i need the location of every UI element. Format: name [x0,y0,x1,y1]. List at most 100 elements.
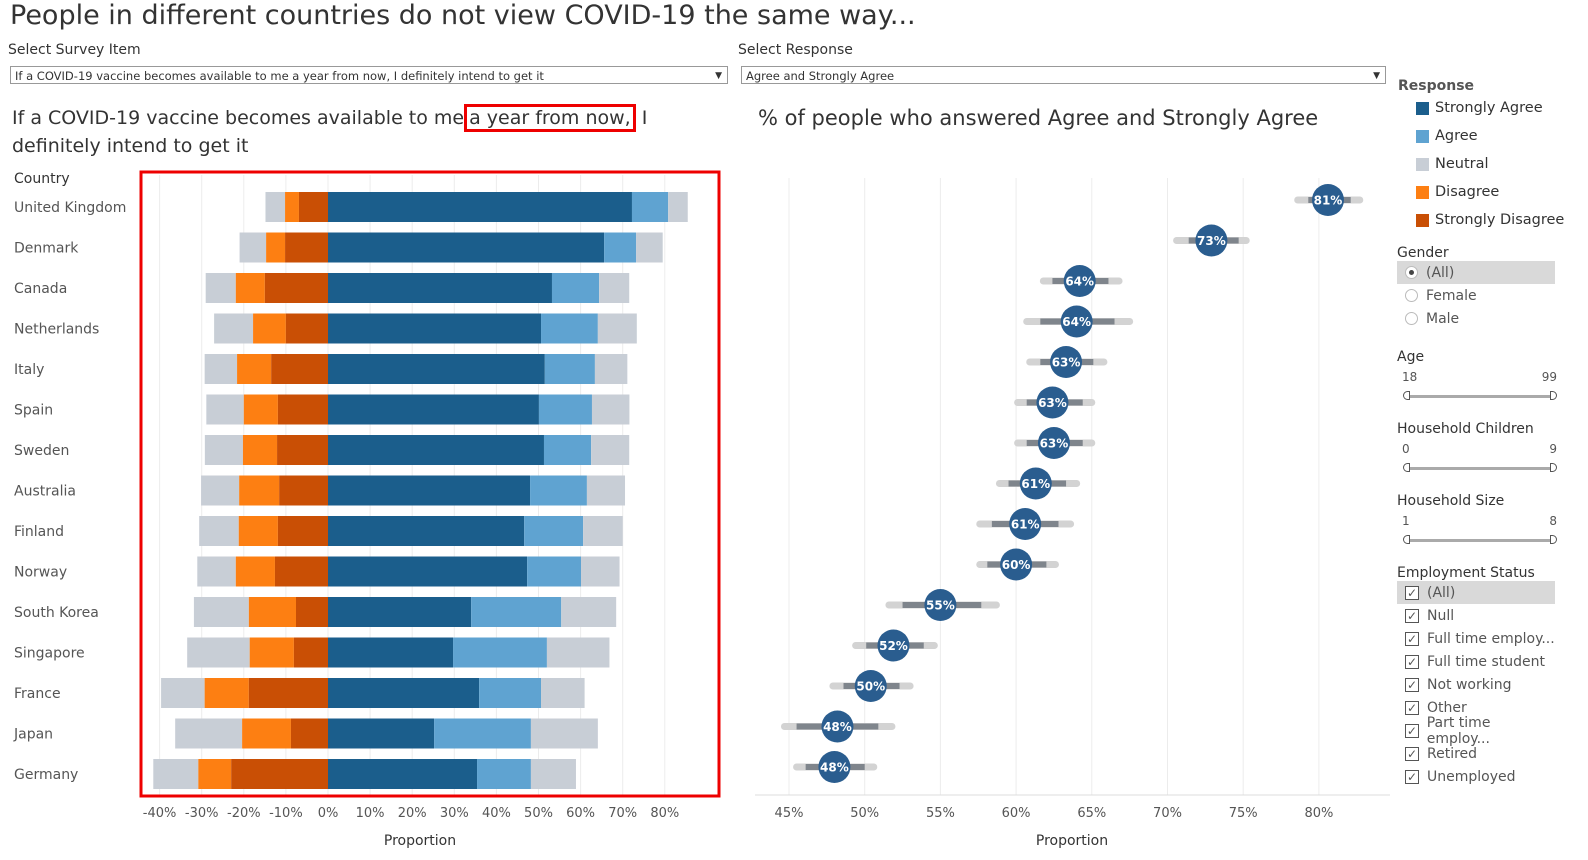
bar-segment-neutral[interactable] [161,678,205,708]
checkbox-checked-icon[interactable]: ✓ [1405,608,1419,623]
bar-segment-neutral[interactable] [175,718,243,749]
data-point[interactable] [924,589,957,621]
radio-icon[interactable] [1405,312,1418,325]
data-point[interactable] [877,629,910,662]
bar-segment-strongly-disagree[interactable] [293,637,328,668]
data-point[interactable] [1195,224,1228,257]
bar-segment-strongly-disagree[interactable] [277,516,328,546]
bar-segment-neutral[interactable] [199,516,239,546]
bar-segment-disagree[interactable] [243,394,278,425]
bar-segment-agree[interactable] [551,273,600,303]
bar-segment-agree[interactable] [434,718,531,749]
bar-segment-disagree[interactable] [249,637,294,668]
slider-min-handle[interactable] [1403,463,1410,472]
bar-segment-strongly-disagree[interactable] [271,354,328,384]
bar-segment-agree[interactable] [631,192,669,222]
bar-segment-disagree[interactable] [242,718,291,749]
bar-segment-neutral[interactable] [205,273,236,303]
legend-item[interactable]: Disagree [1398,178,1564,206]
legend-item[interactable]: Agree [1398,122,1564,150]
bar-segment-neutral[interactable] [581,556,620,587]
bar-segment-agree[interactable] [471,597,562,627]
bar-segment-neutral[interactable] [636,232,663,263]
bar-segment-neutral[interactable] [204,354,238,384]
bar-segment-neutral[interactable] [586,475,626,506]
bar-segment-neutral[interactable] [561,597,617,627]
response-dropdown[interactable]: Agree and Strongly Agree ▼ [741,66,1386,84]
employment-option[interactable]: ✓ Not working [1397,673,1555,696]
data-point[interactable] [854,670,887,702]
bar-segment-strongly-agree[interactable] [328,678,480,708]
bar-segment-neutral[interactable] [599,273,630,303]
checkbox-checked-icon[interactable]: ✓ [1405,769,1419,784]
bar-segment-disagree[interactable] [235,556,275,587]
bar-segment-neutral[interactable] [204,435,243,465]
employment-option[interactable]: ✓ Part time employ... [1397,715,1555,747]
radio-icon[interactable] [1405,289,1418,302]
slider-max-handle[interactable] [1550,391,1557,400]
bar-segment-strongly-agree[interactable] [328,354,545,384]
bar-segment-agree[interactable] [477,759,531,789]
bar-segment-neutral[interactable] [668,192,688,222]
bar-segment-strongly-disagree[interactable] [290,718,328,749]
bar-segment-strongly-agree[interactable] [328,597,472,627]
bar-segment-neutral[interactable] [187,637,250,668]
bar-segment-strongly-disagree[interactable] [277,394,328,425]
bar-segment-agree[interactable] [544,354,595,384]
gender-option[interactable]: (All) [1397,261,1555,284]
legend-item[interactable]: Strongly Agree [1398,94,1564,122]
bar-segment-disagree[interactable] [237,354,272,384]
bar-segment-neutral[interactable] [591,435,630,465]
bar-segment-agree[interactable] [543,435,592,465]
bar-segment-neutral[interactable] [530,759,576,789]
bar-segment-strongly-disagree[interactable] [277,435,328,465]
bar-segment-neutral[interactable] [597,313,637,344]
slider-max-handle[interactable] [1550,535,1557,544]
bar-segment-strongly-disagree[interactable] [298,192,328,222]
bar-segment-disagree[interactable] [248,597,297,627]
checkbox-checked-icon[interactable]: ✓ [1405,746,1419,761]
age-slider[interactable] [1403,391,1557,400]
bar-segment-agree[interactable] [527,556,582,587]
bar-segment-agree[interactable] [538,394,592,425]
bar-segment-disagree[interactable] [266,232,286,263]
bar-segment-strongly-agree[interactable] [328,192,632,222]
children-slider[interactable] [1403,463,1557,472]
bar-segment-strongly-agree[interactable] [328,759,478,789]
bar-segment-neutral[interactable] [201,475,240,506]
employment-option[interactable]: ✓ Other [1397,696,1555,719]
data-point[interactable] [818,751,851,783]
data-point[interactable] [821,710,854,743]
bar-segment-neutral[interactable] [583,516,623,546]
legend-item[interactable]: Neutral [1398,150,1564,178]
survey-item-dropdown[interactable]: If a COVID-19 vaccine becomes available … [10,66,728,84]
data-point[interactable] [1019,467,1052,500]
bar-segment-neutral[interactable] [206,394,244,425]
bar-segment-neutral[interactable] [193,597,249,627]
bar-segment-strongly-disagree[interactable] [279,475,328,506]
checkbox-checked-icon[interactable]: ✓ [1405,723,1419,738]
bar-segment-disagree[interactable] [253,313,286,344]
bar-segment-neutral[interactable] [239,232,267,263]
data-point[interactable] [1037,427,1070,459]
bar-segment-strongly-disagree[interactable] [231,759,328,789]
bar-segment-agree[interactable] [541,313,598,344]
slider-min-handle[interactable] [1403,535,1410,544]
bar-segment-neutral[interactable] [153,759,199,789]
bar-segment-neutral[interactable] [594,354,628,384]
checkbox-checked-icon[interactable]: ✓ [1405,585,1419,600]
bar-segment-neutral[interactable] [546,637,610,668]
bar-segment-strongly-agree[interactable] [328,435,544,465]
bar-segment-disagree[interactable] [235,273,265,303]
bar-segment-strongly-disagree[interactable] [296,597,328,627]
bar-segment-neutral[interactable] [541,678,585,708]
checkbox-checked-icon[interactable]: ✓ [1405,631,1419,646]
bar-segment-neutral[interactable] [214,313,254,344]
bar-segment-strongly-agree[interactable] [328,718,435,749]
data-point[interactable] [1311,184,1344,216]
bar-segment-strongly-agree[interactable] [328,232,605,263]
data-point[interactable] [1036,386,1069,419]
employment-option[interactable]: ✓ Retired [1397,742,1555,765]
bar-segment-disagree[interactable] [198,759,232,789]
gender-option[interactable]: Male [1397,307,1555,330]
